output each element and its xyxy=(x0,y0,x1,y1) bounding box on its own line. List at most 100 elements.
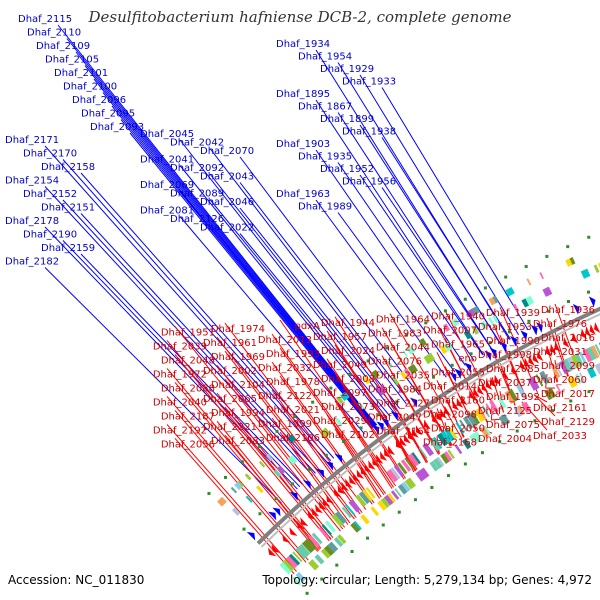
forward-gene-arrow xyxy=(510,336,518,347)
reverse-leader-line xyxy=(174,382,319,552)
forward-leader-line xyxy=(209,199,388,418)
feature-block xyxy=(230,486,238,494)
reverse-gene-label: Dhaf_2085 xyxy=(486,364,540,375)
forward-gene-arrow xyxy=(484,350,492,361)
feature-block xyxy=(555,384,562,395)
reverse-gene-arrow xyxy=(485,379,493,390)
feature-block xyxy=(308,559,320,571)
forward-gene-label: Dhaf_1867 xyxy=(298,102,352,113)
feature-block xyxy=(525,295,535,306)
reverse-gene-arrow xyxy=(415,425,423,435)
forward-gene-label: Dhaf_1938 xyxy=(342,127,396,138)
feature-block xyxy=(429,460,439,472)
reverse-gene-arrow xyxy=(356,469,365,479)
forward-leader-line xyxy=(80,253,303,485)
feature-block xyxy=(440,452,451,464)
reverse-gene-arrow xyxy=(436,411,443,422)
feature-block xyxy=(234,480,244,491)
reverse-gene-label: Dhaf_1936 xyxy=(541,305,595,316)
reverse-gene-arrow xyxy=(580,328,587,340)
forward-gene-arrow xyxy=(449,371,457,382)
forward-leader-line xyxy=(102,92,374,428)
feature-block xyxy=(582,348,594,363)
reverse-leader-line xyxy=(444,310,499,416)
tick-dot xyxy=(311,400,315,404)
reverse-gene-arrow xyxy=(364,463,372,473)
feature-block xyxy=(308,535,320,548)
reverse-leader-line xyxy=(389,397,427,464)
reverse-gene-label: eno xyxy=(458,353,477,364)
reverse-gene-arrow xyxy=(563,337,570,348)
tick-dot xyxy=(342,439,346,443)
forward-gene-label: Dhaf_2070 xyxy=(200,146,254,157)
forward-leader-line xyxy=(381,137,511,340)
tick-dot xyxy=(569,399,573,403)
reverse-gene-label: Dhaf_1964 xyxy=(376,315,430,326)
feature-block xyxy=(477,407,487,420)
reverse-gene-arrow xyxy=(524,357,531,369)
reverse-gene-arrow xyxy=(387,445,396,455)
forward-gene-label: Dhaf_1934 xyxy=(276,39,330,50)
tick-dot xyxy=(480,451,484,455)
reverse-leader-line xyxy=(224,350,355,520)
feature-block xyxy=(402,350,408,358)
reverse-gene-label: Dhaf_2007 xyxy=(423,325,477,336)
tick-dot xyxy=(242,527,246,531)
feature-block xyxy=(301,539,316,554)
reverse-gene-label: Dhaf_2122 xyxy=(258,391,312,402)
feature-block xyxy=(407,363,419,375)
forward-gene-label: Dhaf_1989 xyxy=(298,202,352,213)
reverse-gene-label: Dhaf_2044 xyxy=(376,343,430,354)
tick-dot xyxy=(240,460,244,464)
tick-dot xyxy=(524,265,528,269)
reverse-gene-label: Dhaf_2004 xyxy=(478,434,532,445)
tick-dot xyxy=(498,440,502,444)
feature-block xyxy=(492,314,499,324)
reverse-gene-label: Dhaf_2168 xyxy=(423,437,477,448)
forward-gene-label: Dhaf_2022 xyxy=(200,223,254,234)
feature-block xyxy=(521,298,530,308)
reverse-gene-arrow xyxy=(403,433,411,444)
feature-block xyxy=(444,428,455,442)
tick-dot xyxy=(413,387,417,391)
tick-dot xyxy=(566,245,570,249)
feature-block xyxy=(504,390,515,404)
forward-leader-line xyxy=(381,187,493,350)
reverse-gene-arrow xyxy=(511,364,518,376)
forward-leader-line xyxy=(359,74,520,336)
feature-block xyxy=(439,345,448,355)
feature-block xyxy=(392,376,400,385)
feature-block xyxy=(548,387,557,399)
feature-block xyxy=(411,452,421,464)
reverse-gene-arrow xyxy=(537,350,544,362)
reverse-gene-arrow xyxy=(473,387,480,398)
forward-gene-label: Dhaf_1952 xyxy=(320,164,374,175)
feature-block xyxy=(436,432,450,447)
tick-dot xyxy=(404,333,408,337)
feature-block xyxy=(355,494,367,507)
backbone-arc xyxy=(256,306,600,545)
feature-block xyxy=(401,481,411,492)
reverse-gene-label: Dhaf_2160 xyxy=(431,395,485,406)
reverse-gene-arrow xyxy=(532,352,540,364)
tick-dot xyxy=(274,497,278,501)
forward-gene-label: Dhaf_2154 xyxy=(5,176,59,187)
feature-block xyxy=(363,375,371,385)
forward-gene-arrow xyxy=(381,417,389,428)
feature-block xyxy=(365,487,376,499)
forward-gene-label: Dhaf_2178 xyxy=(5,216,59,227)
reverse-gene-label: Dhaf_2065 xyxy=(203,394,257,405)
feature-block xyxy=(570,353,583,369)
tick-dot xyxy=(324,453,328,457)
feature-block xyxy=(360,514,370,525)
feature-block xyxy=(295,546,308,560)
feature-block xyxy=(418,338,427,347)
tick-dot xyxy=(359,426,363,430)
forward-gene-arrow xyxy=(272,507,281,517)
reverse-gene-label: Dhaf_2029 xyxy=(313,416,367,427)
tick-dot xyxy=(377,413,381,417)
feature-block xyxy=(505,286,515,297)
forward-leader-line xyxy=(209,173,398,411)
feature-block xyxy=(292,576,302,586)
forward-gene-label: Dhaf_2110 xyxy=(27,28,81,39)
